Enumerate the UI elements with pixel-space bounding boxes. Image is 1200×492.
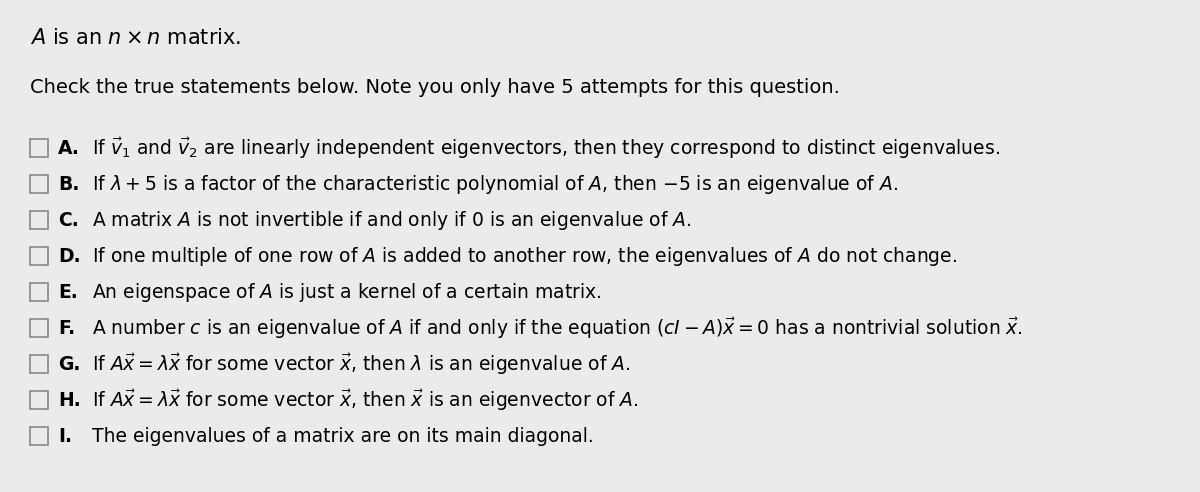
Text: A number $c$ is an eigenvalue of $\mathit{A}$ if and only if the equation $(c\ma: A number $c$ is an eigenvalue of $\mathi… [92,315,1022,340]
Text: I.: I. [58,427,72,445]
Text: G.: G. [58,355,80,373]
Bar [30,391,48,409]
Bar [30,355,48,373]
Bar [30,175,48,193]
Bar [30,319,48,337]
Bar [30,211,48,229]
Bar [30,427,48,445]
Text: If $\lambda + 5$ is a factor of the characteristic polynomial of $\mathit{A}$, t: If $\lambda + 5$ is a factor of the char… [92,173,898,195]
Text: If one multiple of one row of $\mathit{A}$ is added to another row, the eigenval: If one multiple of one row of $\mathit{A… [92,245,958,268]
Text: If $A\vec{x} = \lambda\vec{x}$ for some vector $\vec{x}$, then $\lambda$ is an e: If $A\vec{x} = \lambda\vec{x}$ for some … [92,351,630,376]
Text: Check the true statements below. Note you only have 5 attempts for this question: Check the true statements below. Note yo… [30,78,840,97]
Text: $\mathit{A}$ is an $n \times n$ matrix.: $\mathit{A}$ is an $n \times n$ matrix. [30,28,241,48]
Text: The eigenvalues of a matrix are on its main diagonal.: The eigenvalues of a matrix are on its m… [92,427,594,445]
Text: C.: C. [58,211,79,229]
Text: A.: A. [58,139,80,157]
Text: H.: H. [58,391,80,409]
Bar [30,247,48,265]
Text: An eigenspace of $\mathit{A}$ is just a kernel of a certain matrix.: An eigenspace of $\mathit{A}$ is just a … [92,280,601,304]
Text: If $\vec{v}_1$ and $\vec{v}_2$ are linearly independent eigenvectors, then they : If $\vec{v}_1$ and $\vec{v}_2$ are linea… [92,135,1000,160]
Bar [30,283,48,301]
Text: B.: B. [58,175,79,193]
Text: F.: F. [58,318,76,338]
Bar [30,139,48,157]
Text: E.: E. [58,282,78,302]
Text: D.: D. [58,246,80,266]
Text: A matrix $\mathit{A}$ is not invertible if and only if 0 is an eigenvalue of $\m: A matrix $\mathit{A}$ is not invertible … [92,209,691,232]
Text: If $A\vec{x} = \lambda\vec{x}$ for some vector $\vec{x}$, then $\vec{x}$ is an e: If $A\vec{x} = \lambda\vec{x}$ for some … [92,387,638,413]
